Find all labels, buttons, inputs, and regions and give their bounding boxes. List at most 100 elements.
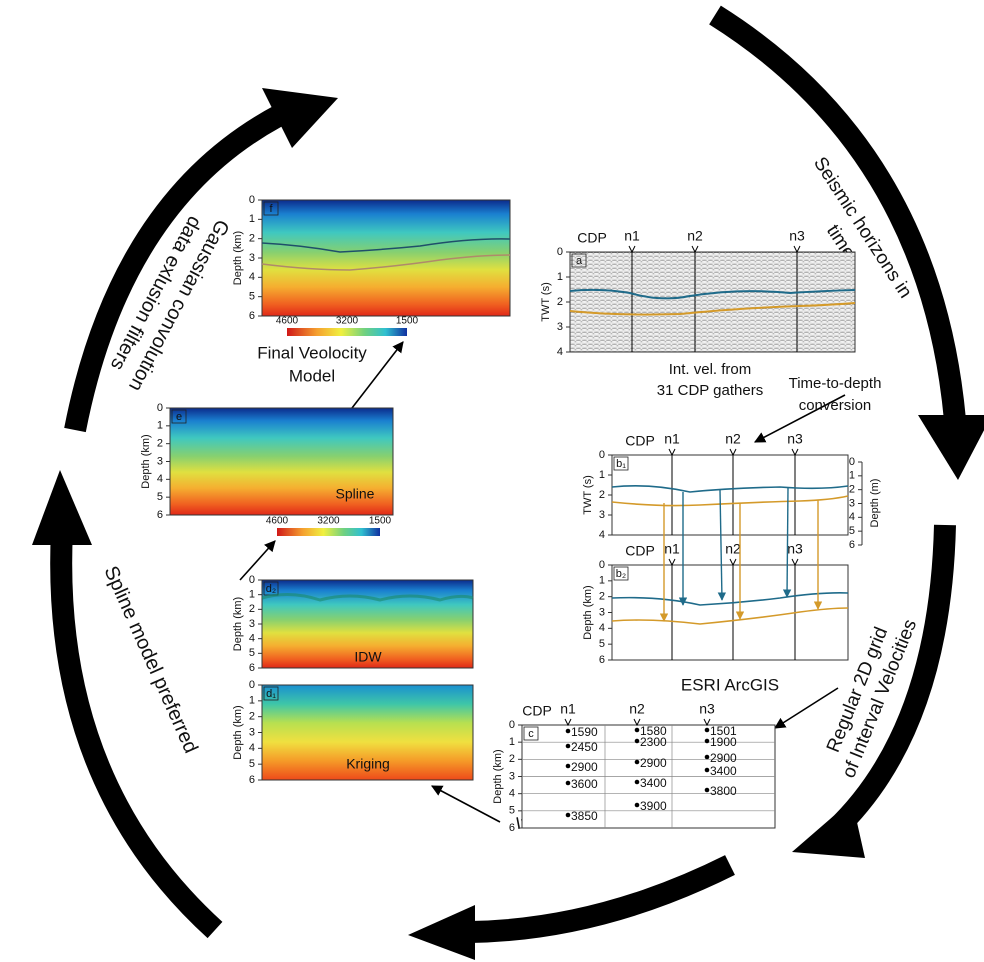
connector: [240, 541, 275, 580]
tick-label: 4: [249, 271, 255, 283]
tick-label: 5: [849, 525, 855, 537]
cdp-label: CDP: [625, 433, 655, 449]
panel-image: [570, 252, 855, 352]
node-label: n3: [787, 431, 803, 447]
tick-label: 6: [249, 774, 255, 786]
node-label: n3: [787, 541, 803, 557]
panel-label: d₁: [266, 688, 276, 700]
tick-label: 1: [249, 695, 255, 707]
tick-label: 5: [249, 758, 255, 770]
connector: [775, 688, 838, 728]
depth-point: [705, 755, 710, 760]
colorbar-label: 4600: [266, 516, 289, 527]
tick-label: 3: [249, 618, 255, 630]
tick-label: 4: [599, 622, 605, 634]
velocity-value: 2900: [571, 760, 598, 774]
node-label: n1: [664, 541, 680, 557]
tick-label: 0: [249, 679, 255, 691]
tick-label: 5: [249, 291, 255, 303]
label-esri: ESRI ArcGIS: [681, 675, 779, 694]
panel-image: [612, 565, 848, 660]
tick-label: 3: [599, 606, 605, 618]
tick-label: 3: [849, 497, 855, 509]
velocity-value: 1900: [710, 735, 737, 749]
tick-label: 0: [557, 246, 563, 258]
node-marker: [794, 246, 800, 252]
tick-label: 2: [849, 484, 855, 496]
axis-title: Depth (km): [232, 705, 244, 759]
depth-point: [566, 744, 571, 749]
cdp-label: CDP: [577, 230, 607, 246]
tick-label: 4: [509, 788, 515, 800]
depth-point: [635, 780, 640, 785]
node-label: n3: [789, 228, 805, 244]
tick-label: 4: [849, 511, 855, 523]
tick-label: 5: [599, 638, 605, 650]
tick-label: 0: [509, 719, 515, 731]
label-spline-preferred: Spline model preferred: [99, 563, 201, 757]
workflow-diagram: Seismic horizons intimeTime-to-depthconv…: [0, 0, 984, 962]
velocity-value: 2900: [640, 756, 667, 770]
axis-title: Depth (km): [232, 231, 244, 285]
velocity-value: 3400: [640, 776, 667, 790]
node-marker: [669, 559, 675, 565]
depth-point: [635, 760, 640, 765]
tick-label: 2: [557, 296, 563, 308]
colorbar-label: 1500: [396, 316, 419, 327]
node-label: n1: [664, 431, 680, 447]
panel-a-caption: Int. vel. from31 CDP gathers: [657, 361, 763, 399]
node-marker: [669, 449, 675, 455]
node-label: n1: [560, 701, 576, 717]
connector: [432, 786, 500, 822]
tick-label: 5: [157, 491, 163, 503]
cdp-label: CDP: [522, 703, 552, 719]
node-marker: [730, 559, 736, 565]
method-label: Spline: [336, 486, 375, 502]
cdp-label: CDP: [625, 543, 655, 559]
depth-point: [566, 781, 571, 786]
panel-label: d₂: [266, 583, 276, 595]
colorbar: [287, 328, 407, 336]
depth-point: [635, 739, 640, 744]
tick-label: 2: [599, 489, 605, 501]
tick-label: 3: [509, 770, 515, 782]
tick-label: 4: [249, 742, 255, 754]
depth-point: [635, 728, 640, 733]
tick-label: 0: [249, 574, 255, 586]
depth-point: [566, 764, 571, 769]
panel-label: b₁: [616, 458, 626, 470]
axis-title: Depth (km): [582, 585, 594, 639]
velocity-value: 1590: [571, 725, 598, 739]
method-label: Kriging: [346, 756, 390, 772]
tick-label: 2: [249, 603, 255, 615]
tick-label: 1: [509, 736, 515, 748]
axis-title: Depth (m): [869, 479, 881, 528]
label-time-to-depth: Time-to-depthconversion: [789, 375, 882, 414]
arrowhead: [32, 470, 92, 545]
depth-point: [705, 739, 710, 744]
tick-label: 1: [157, 420, 163, 432]
tick-label: 2: [249, 711, 255, 723]
arrowhead: [918, 415, 984, 480]
axis-title: TWT (s): [540, 282, 552, 322]
panel-image: [262, 200, 510, 316]
node-label: n2: [725, 431, 741, 447]
node-marker: [792, 559, 798, 565]
method-label: IDW: [354, 649, 382, 665]
panel-label: a: [576, 255, 583, 267]
tick-label: 1: [249, 589, 255, 601]
panel-label: b₂: [616, 568, 626, 580]
colorbar-label: 4600: [276, 316, 299, 327]
colorbar-label: 3200: [336, 316, 359, 327]
tick-label: 3: [249, 252, 255, 264]
tick-label: 1: [599, 469, 605, 481]
tick-label: 6: [849, 539, 855, 551]
arrow-shaft: [470, 865, 730, 932]
velocity-value: 2450: [571, 740, 598, 754]
tick-label: 0: [599, 559, 605, 571]
tick-label: 3: [157, 455, 163, 467]
tick-label: 2: [157, 438, 163, 450]
depth-point: [635, 803, 640, 808]
node-marker: [792, 449, 798, 455]
tick-label: 4: [249, 633, 255, 645]
